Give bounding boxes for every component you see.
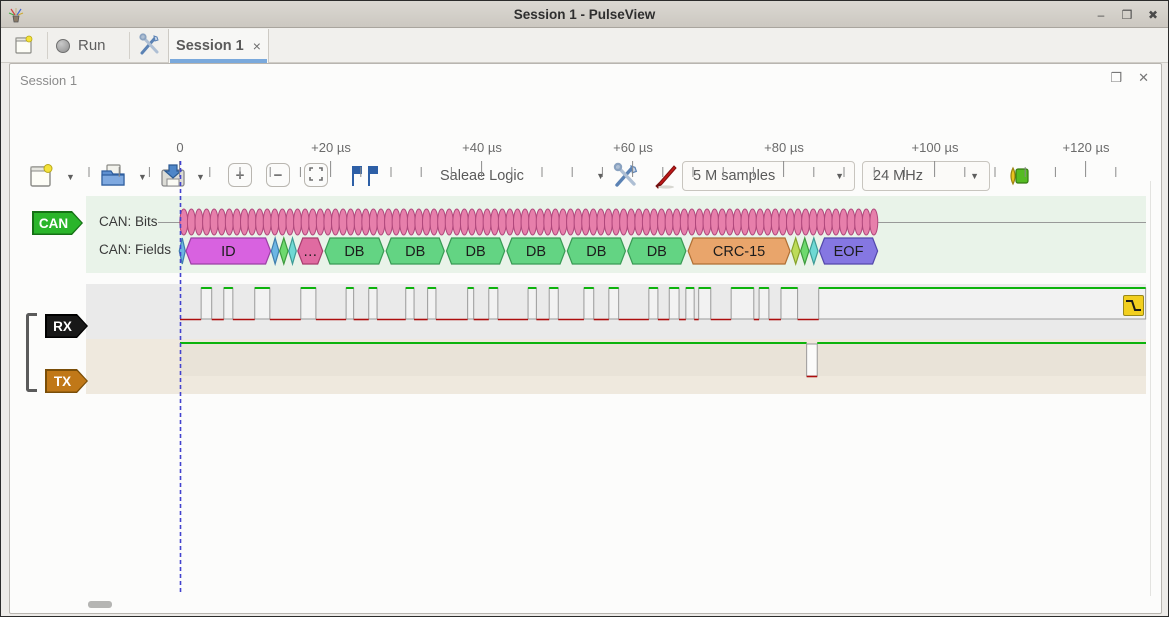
device-select-value: Saleae Logic — [440, 168, 524, 184]
sample-count-value: 5 M samples — [693, 168, 776, 184]
zoom-in-button[interactable]: + — [228, 163, 252, 187]
chevron-down-icon: ▼ — [835, 171, 844, 181]
horizontal-scrollbar-thumb[interactable] — [88, 601, 112, 608]
app-icon — [8, 8, 24, 23]
zoom-fit-button[interactable] — [304, 163, 328, 187]
flags-icon — [352, 166, 378, 186]
title-bar: Session 1 - PulseView – ❒ ✖ — [1, 1, 1168, 28]
new-file-icon — [30, 164, 53, 187]
decoder-icon — [1010, 166, 1029, 185]
trigger-markers-button[interactable] — [348, 164, 382, 190]
window-title: Session 1 - PulseView — [513, 6, 656, 22]
chevron-down-icon: ▼ — [596, 171, 605, 181]
add-decoder-button[interactable] — [1004, 164, 1034, 190]
decoder-row-fields-label: CAN: Fields — [99, 242, 172, 257]
new-file-button[interactable] — [26, 162, 56, 192]
toolbar-separator — [47, 32, 48, 59]
zoom-fit-icon — [309, 167, 323, 181]
open-button[interactable] — [98, 162, 128, 192]
trace-group-bracket[interactable] — [26, 313, 37, 392]
ruler-tick-label: +100 µs — [911, 140, 959, 155]
tab-session-1[interactable]: Session 1 × — [168, 29, 269, 63]
new-file-dropdown-icon[interactable]: ▼ — [66, 172, 75, 182]
minimize-icon[interactable]: – — [1097, 7, 1105, 22]
settings-button[interactable] — [137, 33, 163, 59]
run-state-icon — [56, 38, 70, 53]
main-toolbar: Run Session 1 × — [1, 28, 1168, 63]
ruler-tick-label: +40 µs — [462, 140, 502, 155]
expand-arrow-icon[interactable]: ▶ — [86, 243, 93, 253]
dock-title: Session 1 — [20, 73, 78, 88]
channel-tag-rx-label: RX — [47, 316, 87, 337]
channel-tag-tx[interactable]: TX — [45, 369, 88, 393]
sample-rate-select[interactable]: 24 MHz ▼ — [862, 161, 990, 191]
open-folder-icon — [101, 164, 125, 186]
active-tab-underline — [170, 59, 267, 63]
channel-tag-tx-label: TX — [47, 371, 87, 392]
zoom-out-button[interactable]: − — [266, 163, 290, 187]
configure-device-button[interactable] — [611, 162, 641, 192]
chevron-down-icon: ▼ — [970, 171, 979, 181]
maximize-icon[interactable]: ❒ — [1121, 7, 1133, 22]
tools-icon — [139, 33, 159, 55]
falling-edge-icon — [1126, 300, 1141, 311]
sample-rate-value: 24 MHz — [873, 168, 923, 184]
channels-button[interactable] — [649, 162, 679, 192]
ruler-tick-label: +20 µs — [311, 140, 351, 155]
run-label: Run — [78, 37, 106, 54]
device-select[interactable]: Saleae Logic ▼ — [440, 161, 605, 191]
close-icon[interactable]: ✖ — [1147, 7, 1159, 22]
new-session-button[interactable] — [11, 33, 37, 59]
dock-float-icon[interactable]: ❒ — [1110, 70, 1123, 85]
decoder-tag-can[interactable]: CAN — [32, 211, 83, 235]
tab-close-icon[interactable]: × — [252, 38, 261, 54]
toolbar-separator — [129, 32, 130, 59]
run-button[interactable]: Run — [56, 31, 106, 60]
ruler-tick-label: +80 µs — [764, 140, 804, 155]
expand-arrow-icon[interactable]: ▶ — [86, 215, 93, 225]
sample-count-select[interactable]: 5 M samples ▼ — [682, 161, 855, 191]
decoder-tag-can-label: CAN — [34, 213, 82, 234]
new-session-icon — [15, 35, 33, 54]
save-icon — [161, 164, 185, 187]
tab-label: Session 1 — [176, 38, 244, 54]
session-toolbar: ▼ ▼ ▼ + − — [10, 156, 1161, 198]
probe-icon — [655, 165, 677, 189]
open-dropdown-icon[interactable]: ▼ — [138, 172, 147, 182]
falling-edge-trigger-badge[interactable] — [1123, 295, 1144, 316]
save-dropdown-icon[interactable]: ▼ — [196, 172, 205, 182]
ruler-tick-label: +60 µs — [613, 140, 653, 155]
save-button[interactable] — [158, 162, 188, 192]
decoder-row-bits-label: CAN: Bits — [99, 214, 158, 229]
tools-icon — [613, 162, 638, 187]
ruler-tick-label: +120 µs — [1062, 140, 1110, 155]
dock-close-icon[interactable]: ✕ — [1138, 70, 1149, 85]
ruler-tick-label: 0 — [176, 140, 184, 155]
